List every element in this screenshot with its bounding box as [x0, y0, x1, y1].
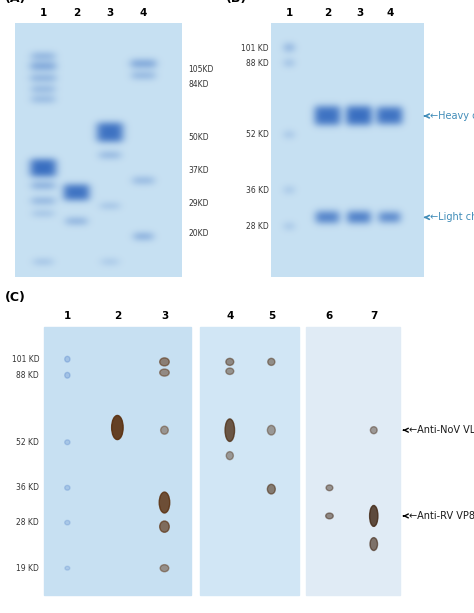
Text: 37KD: 37KD — [188, 166, 209, 175]
Ellipse shape — [326, 485, 333, 490]
Text: 3: 3 — [356, 8, 363, 18]
Text: 6: 6 — [326, 311, 333, 321]
Text: (B): (B) — [226, 0, 247, 4]
Text: 7: 7 — [370, 311, 377, 321]
Ellipse shape — [268, 359, 275, 365]
Ellipse shape — [370, 506, 378, 527]
Ellipse shape — [267, 425, 275, 435]
Text: 2: 2 — [73, 8, 81, 18]
Text: 88 KD: 88 KD — [17, 371, 39, 380]
Text: 52 KD: 52 KD — [16, 438, 39, 447]
Ellipse shape — [160, 521, 169, 532]
Text: 36 KD: 36 KD — [16, 483, 39, 492]
Text: 101 KD: 101 KD — [241, 44, 269, 53]
Ellipse shape — [159, 492, 170, 513]
Text: 2: 2 — [114, 311, 121, 321]
Text: 3: 3 — [107, 8, 114, 18]
Text: 1: 1 — [40, 8, 47, 18]
Text: 4: 4 — [386, 8, 394, 18]
Bar — [44, 327, 191, 595]
Ellipse shape — [160, 565, 169, 572]
Ellipse shape — [226, 452, 233, 460]
Ellipse shape — [65, 566, 70, 570]
Ellipse shape — [112, 416, 123, 440]
Text: ←Light chain: ←Light chain — [425, 212, 474, 223]
Bar — [306, 327, 400, 595]
Text: 1: 1 — [64, 311, 71, 321]
Text: 4: 4 — [140, 8, 147, 18]
Ellipse shape — [370, 538, 377, 550]
Ellipse shape — [65, 520, 70, 525]
Ellipse shape — [65, 356, 70, 362]
Text: 3: 3 — [161, 311, 168, 321]
Ellipse shape — [370, 427, 377, 434]
Text: 36 KD: 36 KD — [246, 186, 269, 196]
Text: 28 KD: 28 KD — [246, 222, 269, 230]
Text: 1: 1 — [286, 8, 293, 18]
Ellipse shape — [226, 368, 234, 375]
Text: 105KD: 105KD — [188, 64, 214, 74]
Text: 28 KD: 28 KD — [17, 518, 39, 527]
Ellipse shape — [160, 358, 169, 366]
Text: ←Anti-NoV VLPs: ←Anti-NoV VLPs — [404, 425, 474, 435]
Ellipse shape — [226, 359, 234, 365]
Ellipse shape — [267, 484, 275, 494]
Ellipse shape — [161, 426, 168, 434]
Text: 88 KD: 88 KD — [246, 59, 269, 69]
Text: 84KD: 84KD — [188, 80, 209, 89]
Ellipse shape — [225, 419, 235, 441]
Text: 20KD: 20KD — [188, 229, 209, 238]
Text: ←Anti-RV VP8*: ←Anti-RV VP8* — [404, 511, 474, 521]
Text: 19 KD: 19 KD — [16, 564, 39, 573]
Text: (A): (A) — [5, 0, 26, 4]
Text: 52 KD: 52 KD — [246, 131, 269, 140]
Text: ←Heavy chain: ←Heavy chain — [425, 111, 474, 121]
Text: (C): (C) — [5, 291, 26, 304]
Text: 50KD: 50KD — [188, 133, 209, 142]
Ellipse shape — [326, 513, 333, 519]
Bar — [200, 327, 299, 595]
Ellipse shape — [160, 369, 169, 376]
Text: 29KD: 29KD — [188, 199, 209, 208]
Ellipse shape — [65, 485, 70, 490]
Text: 101 KD: 101 KD — [11, 355, 39, 364]
Text: 4: 4 — [226, 311, 234, 321]
Ellipse shape — [65, 440, 70, 444]
Text: 2: 2 — [324, 8, 331, 18]
Ellipse shape — [65, 372, 70, 378]
Text: 5: 5 — [268, 311, 275, 321]
